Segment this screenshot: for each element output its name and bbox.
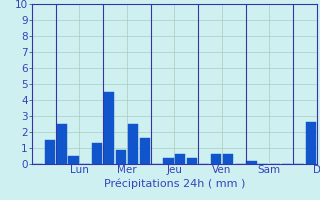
- Bar: [246, 161, 257, 164]
- Bar: [164, 158, 173, 164]
- Bar: [223, 154, 233, 164]
- Bar: [140, 138, 150, 164]
- Bar: [68, 156, 79, 164]
- Bar: [57, 124, 67, 164]
- Bar: [306, 122, 316, 164]
- Bar: [116, 150, 126, 164]
- X-axis label: Précipitations 24h ( mm ): Précipitations 24h ( mm ): [104, 178, 245, 189]
- Bar: [45, 140, 55, 164]
- Bar: [175, 154, 185, 164]
- Bar: [104, 92, 114, 164]
- Bar: [211, 154, 221, 164]
- Bar: [187, 158, 197, 164]
- Bar: [92, 143, 102, 164]
- Bar: [128, 124, 138, 164]
